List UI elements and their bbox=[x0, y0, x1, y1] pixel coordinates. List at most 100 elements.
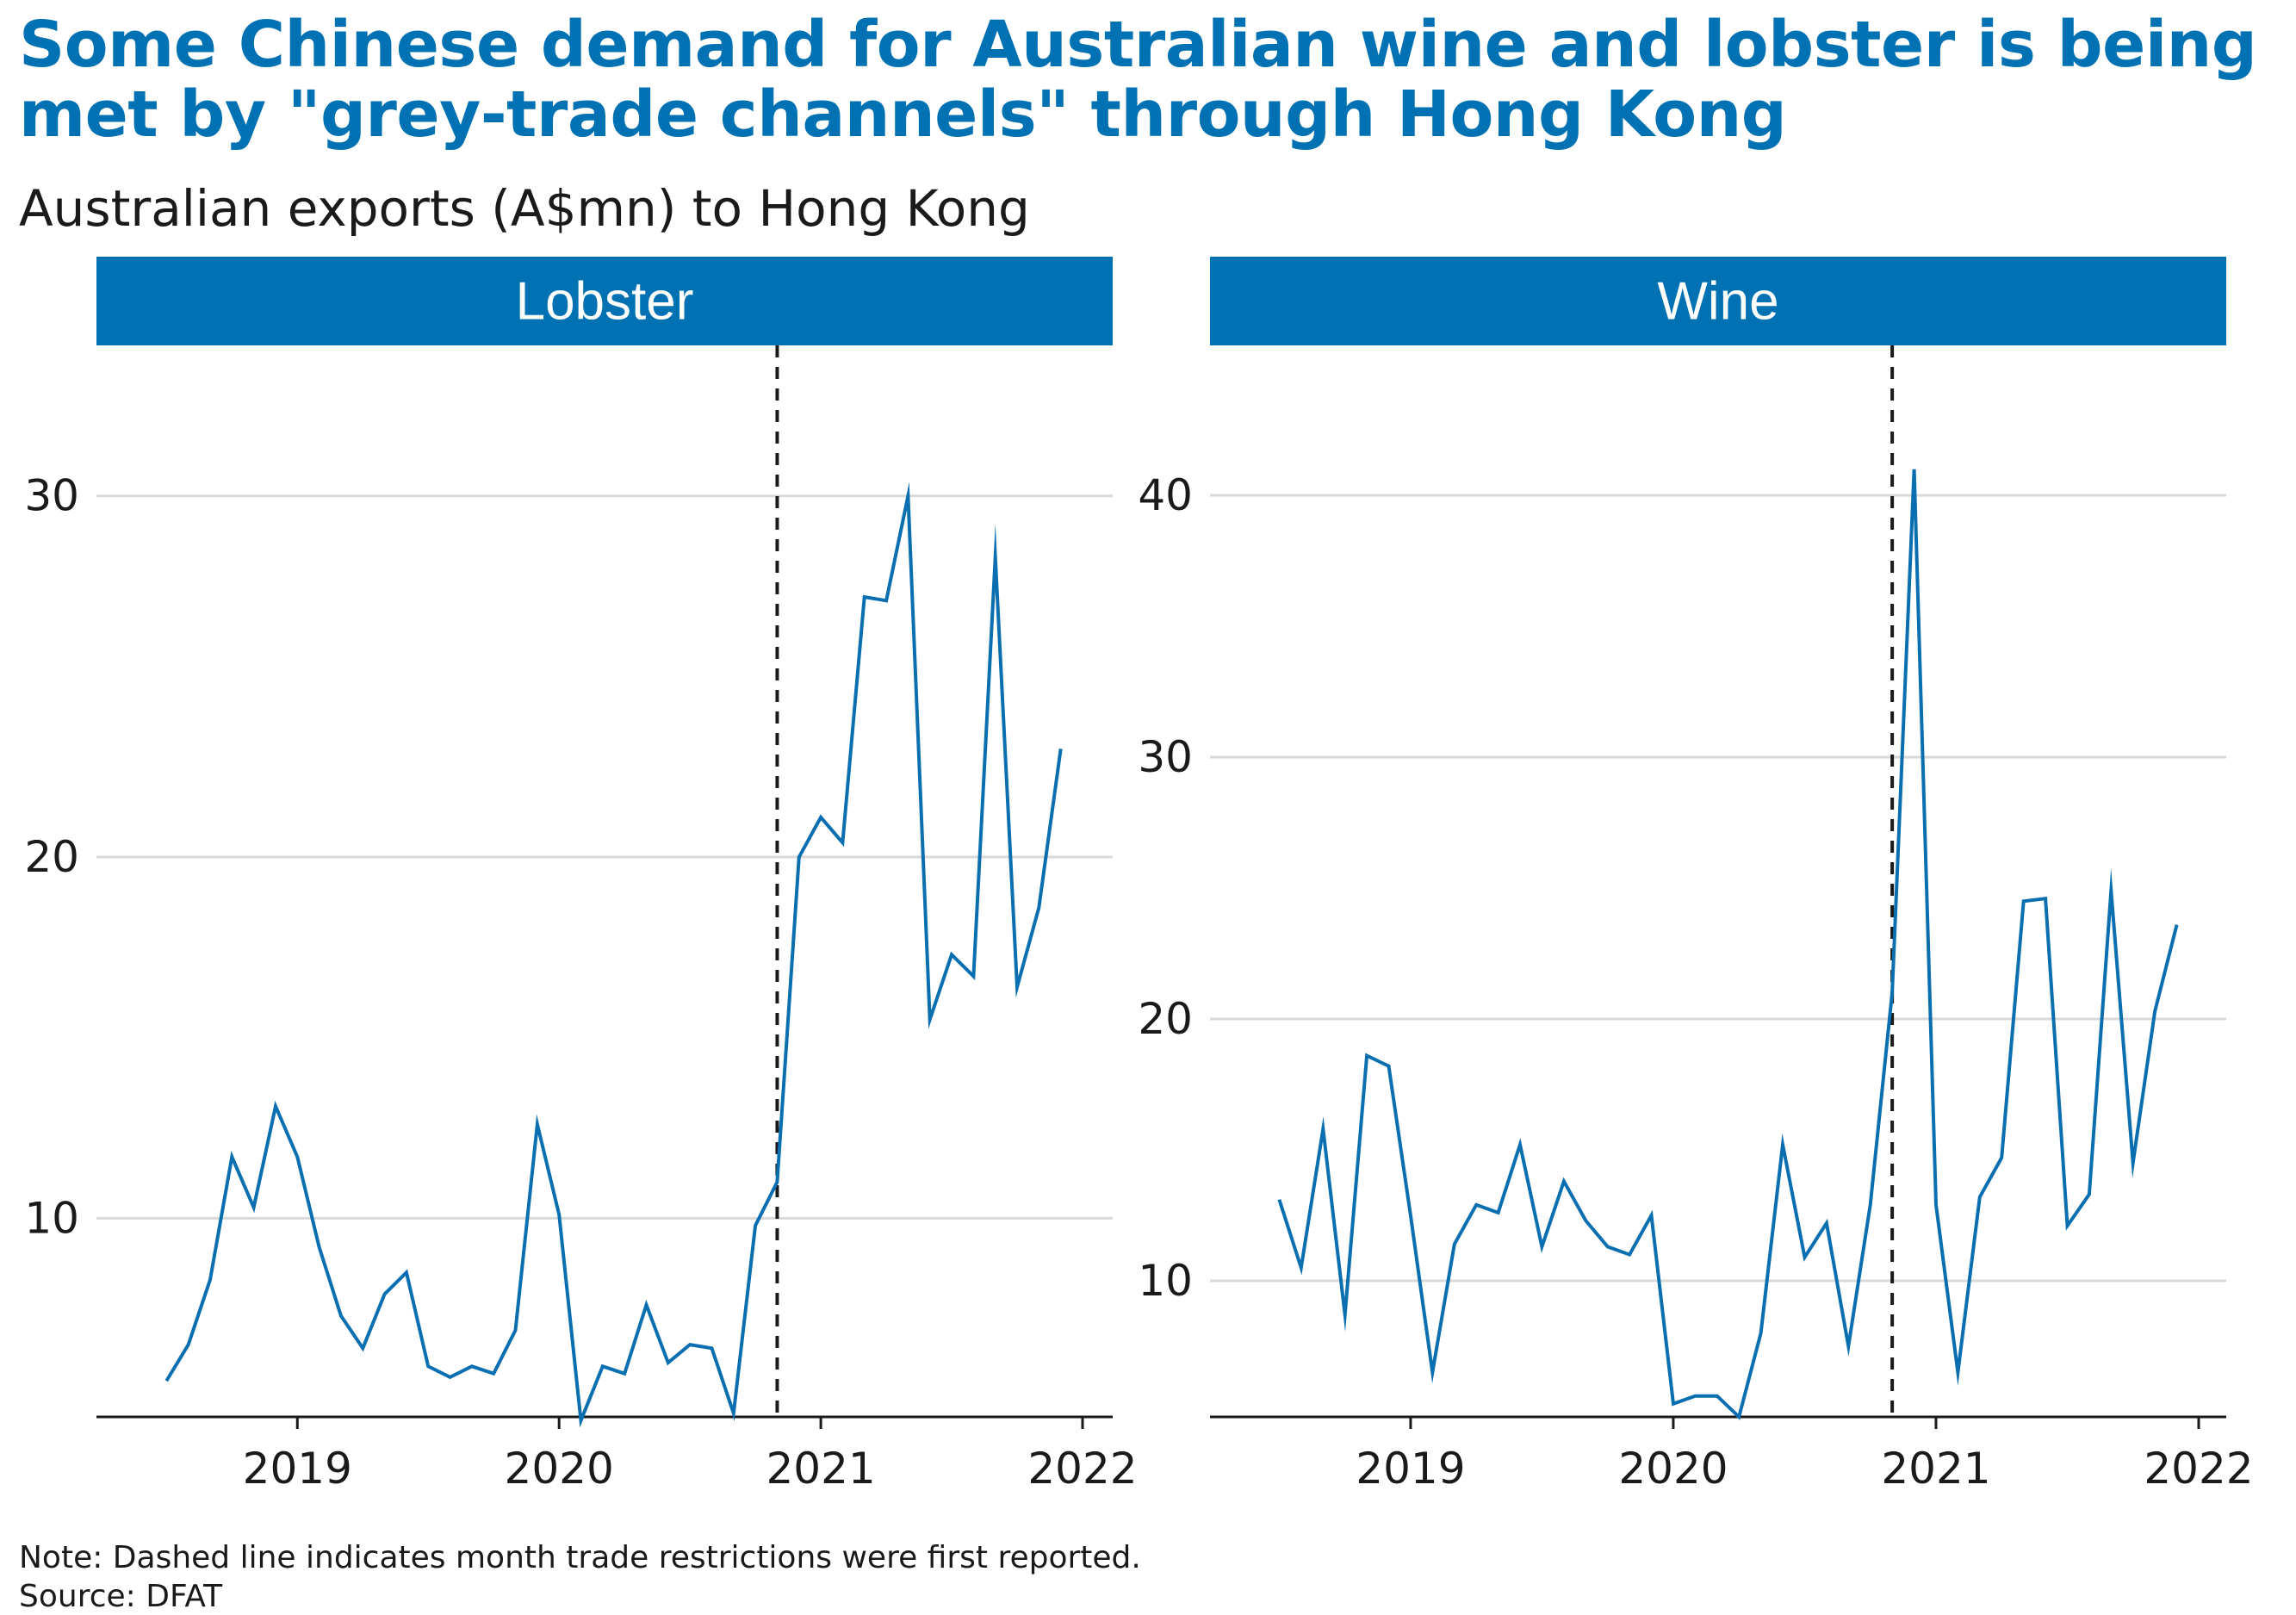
wine-data-point bbox=[1474, 1203, 1478, 1207]
lobster-panel-header bbox=[96, 257, 1113, 345]
wine-data-point bbox=[1781, 1143, 1784, 1146]
lobster-panel: Lobster 10 20 30 2019 2020 2021 2022 bbox=[24, 257, 1138, 1494]
lobster-data-point bbox=[557, 1213, 561, 1216]
wine-data-point bbox=[1562, 1180, 1566, 1183]
wine-data-point bbox=[2175, 923, 2179, 927]
lobster-data-point bbox=[274, 1104, 277, 1108]
wine-data-point bbox=[1890, 991, 1894, 995]
chart-note: Note: Dashed line indicates month trade … bbox=[19, 1540, 1141, 1575]
wine-data-point bbox=[1803, 1256, 1807, 1259]
lobster-data-point bbox=[426, 1364, 430, 1368]
wine-x-tick-label: 2020 bbox=[1618, 1444, 1728, 1494]
wine-data-point bbox=[1497, 1211, 1500, 1214]
lobster-data-point bbox=[252, 1206, 256, 1209]
wine-data-point bbox=[1321, 1127, 1325, 1131]
lobster-data-point bbox=[688, 1343, 692, 1346]
lobster-x-tick-label: 2021 bbox=[766, 1444, 875, 1494]
lobster-y-tick-label: 20 bbox=[24, 832, 79, 882]
lobster-data-point bbox=[623, 1372, 626, 1376]
lobster-data-point bbox=[580, 1419, 583, 1422]
wine-data-point bbox=[1343, 1314, 1347, 1317]
chart-subtitle: Australian exports (A$mn) to Hong Kong bbox=[19, 179, 1030, 238]
wine-data-point bbox=[1956, 1370, 1959, 1374]
wine-data-point bbox=[1869, 1203, 1872, 1207]
wine-data-point bbox=[1387, 1065, 1391, 1068]
lobster-y-tick-label: 10 bbox=[24, 1193, 79, 1243]
lobster-x-tick-label: 2022 bbox=[1027, 1444, 1137, 1494]
wine-data-point bbox=[1825, 1221, 1828, 1225]
wine-data-point bbox=[1365, 1054, 1368, 1058]
wine-data-point bbox=[2132, 1161, 2135, 1165]
wine-data-point bbox=[2000, 1156, 2003, 1159]
lobster-data-point bbox=[775, 1180, 779, 1183]
faceted-line-chart: Lobster 10 20 30 2019 2020 2021 2022 Wine 10 20 30 4… bbox=[24, 257, 2254, 1494]
lobster-data-point bbox=[645, 1303, 648, 1307]
wine-data-point bbox=[1430, 1370, 1434, 1374]
wine-x-tick-label: 2019 bbox=[1356, 1444, 1465, 1494]
lobster-data-point bbox=[1037, 906, 1040, 910]
lobster-data-point bbox=[470, 1364, 474, 1368]
wine-data-point bbox=[2044, 897, 2047, 900]
wine-data-point bbox=[2109, 889, 2113, 892]
lobster-data-point bbox=[449, 1376, 452, 1379]
lobster-data-point bbox=[187, 1343, 190, 1346]
lobster-data-point bbox=[971, 974, 975, 978]
lobster-data-point bbox=[536, 1122, 539, 1126]
lobster-data-point bbox=[295, 1155, 299, 1158]
lobster-data-point bbox=[514, 1328, 518, 1332]
wine-data-point bbox=[1584, 1219, 1587, 1222]
lobster-data-point bbox=[797, 855, 801, 859]
wine-x-tick-label: 2021 bbox=[1881, 1444, 1990, 1494]
lobster-data-point bbox=[906, 494, 909, 498]
lobster-y-tick-label: 30 bbox=[24, 471, 79, 521]
wine-data-point bbox=[1759, 1332, 1763, 1335]
lobster-data-point bbox=[1015, 985, 1019, 989]
lobster-data-point bbox=[601, 1364, 605, 1368]
wine-y-tick-label: 30 bbox=[1138, 732, 1193, 782]
lobster-data-point bbox=[492, 1372, 495, 1376]
chart-title: Some Chinese demand for Australian wine … bbox=[19, 8, 2257, 152]
lobster-data-point bbox=[361, 1346, 364, 1350]
wine-data-point bbox=[1650, 1214, 1654, 1217]
wine-data-point bbox=[1300, 1266, 1303, 1270]
wine-data-point bbox=[2022, 899, 2026, 903]
wine-data-point bbox=[1540, 1245, 1543, 1248]
lobster-data-point bbox=[405, 1270, 408, 1274]
wine-panel-title: Wine bbox=[1657, 272, 1778, 332]
lobster-data-point bbox=[339, 1314, 343, 1318]
lobster-x-tick-label: 2019 bbox=[243, 1444, 352, 1494]
wine-data-point bbox=[1934, 1203, 1938, 1207]
wine-series-line bbox=[1277, 469, 2179, 1420]
lobster-x-tick-label: 2020 bbox=[505, 1444, 614, 1494]
lobster-panel-title: Lobster bbox=[516, 272, 694, 332]
wine-data-point bbox=[1693, 1394, 1697, 1398]
lobster-data-point bbox=[950, 953, 953, 956]
wine-data-point bbox=[1672, 1402, 1675, 1406]
wine-panel: Wine 10 20 30 40 2019 2020 2021 2022 bbox=[1138, 257, 2254, 1494]
wine-data-point bbox=[1978, 1196, 1982, 1199]
wine-y-tick-label: 20 bbox=[1138, 994, 1193, 1044]
lobster-data-point bbox=[208, 1278, 212, 1282]
lobster-data-point bbox=[863, 595, 866, 599]
wine-data-point bbox=[1277, 1198, 1281, 1202]
wine-data-point bbox=[1846, 1345, 1850, 1348]
lobster-data-point bbox=[1059, 747, 1063, 750]
lobster-data-point bbox=[164, 1379, 168, 1382]
wine-y-tick-label: 10 bbox=[1138, 1256, 1193, 1306]
wine-data-point bbox=[1628, 1253, 1631, 1257]
chart-source: Source: DFAT bbox=[19, 1579, 223, 1614]
lobster-data-point bbox=[819, 816, 822, 819]
wine-panel-header bbox=[1210, 257, 2226, 345]
wine-x-tick-label: 2022 bbox=[2144, 1444, 2253, 1494]
wine-data-point bbox=[1518, 1143, 1522, 1146]
lobster-data-point bbox=[732, 1412, 735, 1415]
wine-data-point bbox=[1716, 1394, 1719, 1398]
wine-data-point bbox=[2153, 1009, 2156, 1013]
wine-data-point bbox=[1913, 468, 1916, 471]
lobster-data-point bbox=[928, 1018, 932, 1022]
lobster-data-point bbox=[994, 556, 997, 559]
lobster-data-point bbox=[667, 1361, 670, 1364]
lobster-data-point bbox=[711, 1346, 714, 1350]
lobster-series-line bbox=[164, 481, 1063, 1428]
lobster-data-point bbox=[884, 599, 888, 602]
